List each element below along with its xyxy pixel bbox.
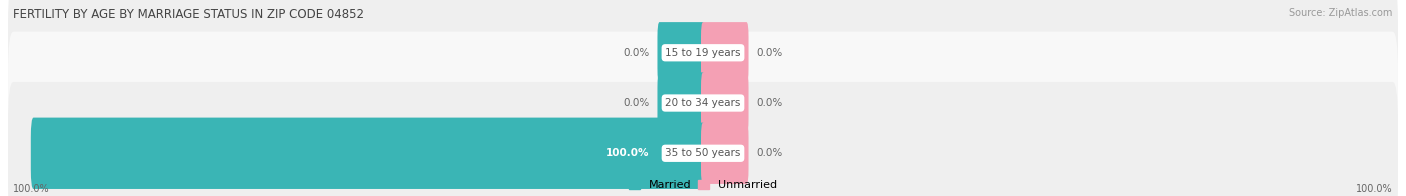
Text: 20 to 34 years: 20 to 34 years	[665, 98, 741, 108]
Text: FERTILITY BY AGE BY MARRIAGE STATUS IN ZIP CODE 04852: FERTILITY BY AGE BY MARRIAGE STATUS IN Z…	[14, 7, 364, 21]
Text: 100.0%: 100.0%	[606, 148, 650, 158]
Text: 0.0%: 0.0%	[623, 48, 650, 58]
Text: 0.0%: 0.0%	[756, 98, 783, 108]
FancyBboxPatch shape	[31, 118, 706, 189]
Text: 35 to 50 years: 35 to 50 years	[665, 148, 741, 158]
FancyBboxPatch shape	[8, 82, 1398, 196]
FancyBboxPatch shape	[658, 22, 704, 83]
Text: Source: ZipAtlas.com: Source: ZipAtlas.com	[1289, 7, 1392, 17]
Text: 0.0%: 0.0%	[756, 48, 783, 58]
Text: 0.0%: 0.0%	[756, 148, 783, 158]
FancyBboxPatch shape	[658, 123, 704, 184]
Legend: Married, Unmarried: Married, Unmarried	[628, 180, 778, 191]
FancyBboxPatch shape	[8, 0, 1398, 124]
Text: 100.0%: 100.0%	[1355, 184, 1392, 194]
FancyBboxPatch shape	[702, 72, 748, 134]
FancyBboxPatch shape	[702, 22, 748, 83]
Text: 0.0%: 0.0%	[623, 98, 650, 108]
FancyBboxPatch shape	[8, 32, 1398, 174]
Text: 15 to 19 years: 15 to 19 years	[665, 48, 741, 58]
Text: 100.0%: 100.0%	[14, 184, 51, 194]
FancyBboxPatch shape	[702, 123, 748, 184]
FancyBboxPatch shape	[658, 72, 704, 134]
